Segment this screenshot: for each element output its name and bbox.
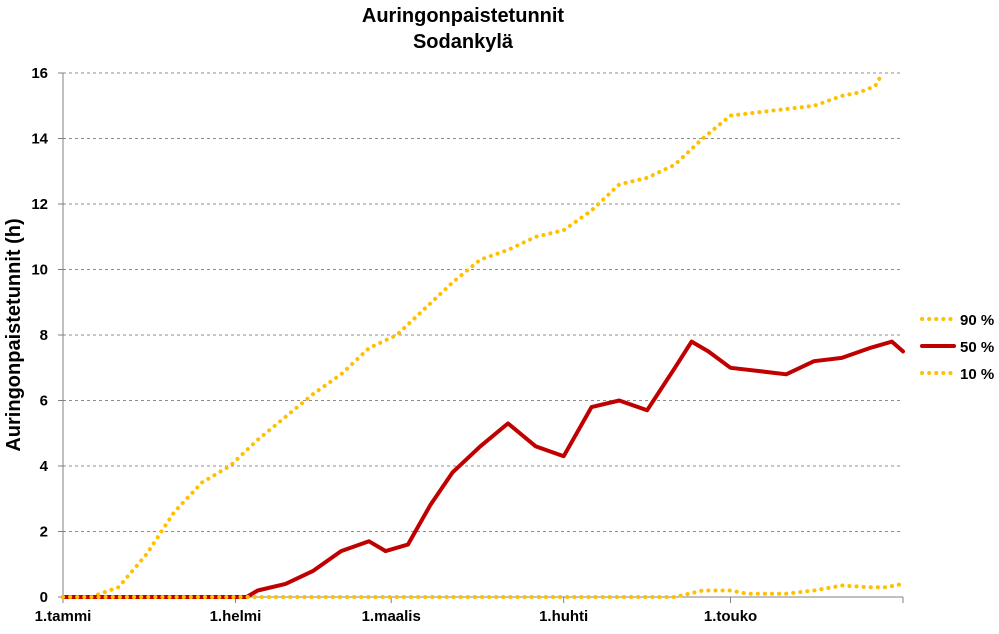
legend-label: 50 % (960, 339, 994, 356)
y-tick-label: 14 (31, 131, 48, 148)
y-tick-label: 2 (40, 524, 48, 541)
grid-layer (63, 72, 903, 532)
chart-subtitle: Sodankylä (413, 31, 514, 53)
y-tick-label: 6 (40, 393, 48, 410)
series-line-90-pct (61, 74, 883, 599)
series-line-10-pct (61, 581, 905, 599)
y-tick-label: 12 (31, 196, 48, 213)
series-layer (61, 74, 905, 599)
y-tick-label: 4 (40, 458, 49, 475)
x-tick-label: 1.touko (704, 608, 757, 625)
y-tick-label: 0 (40, 589, 48, 606)
y-tick-label: 10 (31, 262, 48, 279)
legend: 90 % 50 % 10 % (920, 312, 994, 383)
legend-label: 90 % (960, 312, 994, 329)
x-tick-label: 1.tammi (35, 608, 92, 625)
y-tick-label: 8 (40, 327, 48, 344)
axis-layer: 0 2 4 6 8 10 12 14 16 1.tammi 1.helmi 1.maalis 1.huh… (31, 65, 904, 625)
x-tick-label: 1.maalis (362, 608, 421, 625)
y-tick-label: 16 (31, 65, 48, 82)
legend-label: 10 % (960, 366, 994, 383)
chart-title: Auringonpaistetunnit (362, 5, 565, 27)
y-axis-label: Auringonpaistetunnit (h) (3, 218, 25, 451)
x-tick-label: 1.helmi (210, 608, 262, 625)
series-line-50-pct (61, 339, 905, 599)
x-tick-label: 1.huhti (539, 608, 588, 625)
